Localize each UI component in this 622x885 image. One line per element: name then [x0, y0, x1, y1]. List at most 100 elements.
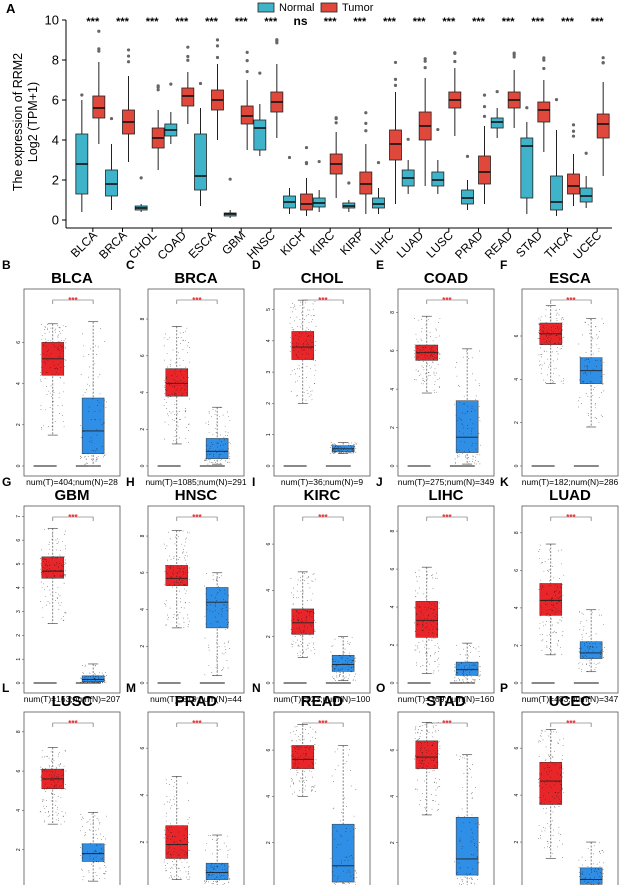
panel-letter: M — [126, 681, 136, 695]
significance-label: *** — [442, 513, 452, 522]
jitter-points-tumor — [414, 722, 441, 815]
significance-label: *** — [68, 719, 78, 728]
plot-frame — [273, 505, 371, 694]
plot-frame — [147, 505, 245, 694]
box-normal — [81, 843, 105, 862]
outlier-point — [186, 58, 190, 62]
panel-k: K LUAD 0 2 4 6 8 *** num(T)=483;num(N)=347 — [500, 475, 618, 704]
jitter-points-normal — [578, 609, 605, 672]
sample-count-caption: num(T)=275;num(N)=349 — [398, 477, 495, 487]
plot-frame — [397, 711, 495, 885]
jitter-points-normal — [330, 637, 356, 681]
outlier-point — [393, 83, 398, 87]
box-normal — [81, 397, 105, 454]
outlier-point — [542, 58, 546, 62]
y-tick-label: 4 — [514, 794, 520, 797]
x-tick-label: ESCA — [186, 228, 219, 261]
y-tick-label: 6 — [140, 571, 146, 574]
x-tick-label: READ — [482, 228, 516, 262]
y-tick-label: 1 — [266, 433, 272, 436]
y-tick-label: 2 — [266, 402, 272, 405]
outlier-point — [554, 98, 559, 102]
sample-count-caption: num(T)=483;num(N)=347 — [522, 694, 619, 704]
panel-title: LUAD — [549, 487, 591, 504]
box-group-gbm: ***GBM — [219, 16, 254, 257]
box-normal — [455, 400, 479, 453]
jitter-points-tumor — [538, 730, 565, 858]
box-normal — [205, 438, 229, 459]
panel-m: MPRAD0246***num(T)=492;num(N)=152 — [126, 681, 245, 885]
panel-letter: O — [376, 681, 385, 695]
significance-label: *** — [442, 16, 456, 28]
box-group-kirp: *** KIRP — [337, 16, 373, 258]
outlier-point — [215, 38, 220, 42]
outlier-point — [97, 49, 101, 53]
y-tick-label: 6 — [266, 748, 272, 751]
y-tick-label: 2 — [16, 423, 22, 426]
y-tick-label: 4 — [390, 605, 396, 608]
y-tick-label: 6 — [514, 334, 520, 337]
significance-label: *** — [192, 296, 202, 305]
x-tick-label: BRCA — [96, 228, 129, 261]
panel-title: HNSC — [175, 487, 218, 504]
panel-title: KIRC — [304, 487, 341, 504]
y-tick-label: 8 — [140, 317, 146, 320]
panel-e: E COAD 0 2 4 6 8 *** num(T)=275;num(N)=349 — [376, 258, 494, 487]
significance-label: *** — [442, 719, 452, 728]
y-tick-label: 4 — [140, 794, 146, 797]
y-tick-label: 4 — [514, 378, 520, 381]
y-tick-label: 0 — [266, 681, 272, 684]
outlier-point — [258, 71, 262, 75]
panel-letter: G — [2, 475, 11, 489]
box-normal — [205, 862, 229, 880]
box-normal — [372, 197, 385, 209]
y-tick-label: 6 — [390, 349, 396, 352]
outlier-point — [156, 88, 160, 92]
jitter-points-normal — [330, 442, 357, 454]
box-normal — [579, 641, 603, 659]
y-tick-label: 2 — [266, 841, 272, 844]
panel-title: GBM — [55, 487, 90, 504]
x-tick-label: THCA — [542, 228, 575, 261]
plot-frame — [397, 288, 495, 477]
outlier-point — [97, 47, 101, 51]
plot-frame — [23, 505, 121, 694]
y-tick-label: 6 — [514, 569, 520, 572]
panel-g: G GBM 0 1 2 3 4 5 6 7 *** num(T)=163;num(N)=207 — [2, 475, 120, 704]
small-panels: B BLCA 0 2 4 6 *** num(T)=404;num(N)=28 C BRCA 0 2 4… — [2, 258, 618, 885]
y-tick-label: 3 — [266, 371, 272, 374]
significance-bracket — [52, 299, 94, 304]
panel-n: NREAD0246***num(T)=92;num(N)=318 — [252, 681, 371, 885]
panel-letter: L — [2, 681, 9, 695]
y-tick-label: 2 — [266, 635, 272, 638]
jitter-points-tumor — [413, 315, 441, 394]
outlier-point — [304, 145, 309, 150]
y-tick-label: 5 — [16, 562, 22, 565]
outlier-point — [334, 121, 338, 125]
significance-bracket — [550, 516, 592, 521]
box-normal — [253, 119, 267, 151]
significance-label: *** — [264, 16, 278, 28]
y-tick-label: 4 — [140, 391, 146, 394]
box-group-kich: ns KICH — [277, 14, 313, 258]
jitter-points-normal — [204, 573, 231, 676]
legend: Normal Tumor — [257, 2, 374, 14]
box-normal — [550, 175, 563, 211]
y-tick-label: 6 — [266, 542, 272, 545]
outlier-point — [245, 50, 249, 54]
significance-label: *** — [566, 719, 576, 728]
box-normal — [579, 867, 603, 885]
y-tick-label: 2 — [390, 841, 396, 844]
plot-frame — [23, 711, 121, 885]
plot-frame — [521, 288, 619, 477]
y-tick-label: 8 — [16, 730, 22, 733]
y-tick-label: 4 — [390, 388, 396, 391]
box-tumor — [41, 556, 65, 579]
outlier-point — [364, 111, 368, 115]
jitter-points-normal — [204, 834, 231, 885]
outlier-point — [423, 65, 427, 70]
significance-label: *** — [413, 16, 427, 28]
panel-h: H HNSC 0 2 4 6 8 *** num(T)=519;num(N)=44 — [126, 475, 245, 704]
significance-label: *** — [116, 16, 130, 28]
